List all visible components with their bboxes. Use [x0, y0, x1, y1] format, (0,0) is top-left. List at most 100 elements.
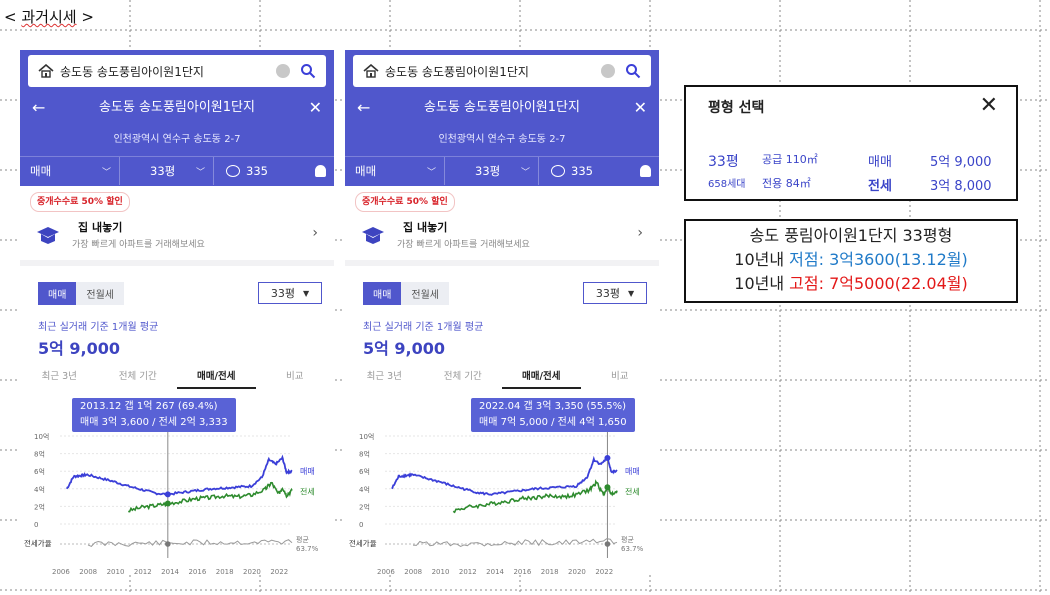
tab-sale[interactable]: 매매 [38, 282, 77, 305]
clear-icon[interactable] [601, 64, 615, 78]
x-tick-label: 2016 [513, 568, 531, 575]
search-input[interactable]: 송도동 송도풍림아이원1단지 [385, 64, 529, 79]
bell-icon [640, 165, 651, 177]
chevron-right-icon: › [637, 225, 643, 241]
size-dropdown[interactable]: 33평 ﹀ [445, 157, 539, 185]
clear-icon[interactable] [276, 64, 290, 78]
list-property-banner[interactable]: 집 내놓기 가장 빠르게 아파트를 거래해보세요 › [345, 215, 659, 255]
comment-icon [551, 165, 565, 177]
ratio-line [87, 539, 293, 548]
complex-title: 송도동 송도풍림아이원1단지 [99, 100, 255, 115]
deal-type-dropdown[interactable]: 매매 ﹀ [345, 157, 445, 185]
sale-series-label: 매매 [625, 467, 640, 476]
search-input[interactable]: 송도동 송도풍림아이원1단지 [60, 64, 204, 79]
x-tick-label: 2010 [107, 568, 125, 575]
tab-rent[interactable]: 전월세 [76, 282, 125, 305]
close-icon[interactable]: ✕ [308, 98, 322, 117]
x-tick-label: 2020 [243, 568, 261, 575]
y-tick-label: 10억 [359, 433, 374, 441]
size-select[interactable]: 33평 ▼ [258, 282, 322, 304]
chevron-down-icon: ﹀ [426, 167, 436, 178]
ratio-avg-value: 63.7% [296, 545, 319, 553]
banner-title: 집 내놓기 [403, 221, 448, 234]
y-tick-label: 10억 [34, 433, 49, 441]
tab-recent-3y[interactable]: 최근 3년 [366, 371, 402, 382]
jeonse-series-line [128, 481, 293, 513]
exclusive-area: 전용 84㎡ [762, 177, 811, 190]
average-value: 5억 9,000 [38, 339, 121, 358]
comment-icon [226, 165, 240, 177]
app-header: 송도동 송도풍림아이원1단지 ← 송도동 송도풍림아이원1단지 ✕ 인천광역시 … [345, 50, 659, 186]
tab-sale[interactable]: 매매 [363, 282, 402, 305]
price-panel-left: 송도동 송도풍림아이원1단지 ← 송도동 송도풍림아이원1단지 ✕ 인천광역시 … [20, 50, 334, 575]
sale-series-label: 매매 [300, 467, 315, 476]
period-tabs: 최근 3년 전체 기간 매매/전세 비교 [345, 368, 659, 389]
y-tick-label: 6억 [359, 468, 370, 476]
tab-rent[interactable]: 전월세 [401, 282, 450, 305]
x-tick-label: 2018 [541, 568, 559, 575]
list-property-banner[interactable]: 집 내놓기 가장 빠르게 아파트를 거래해보세요 › [20, 215, 334, 255]
deal-type-dropdown[interactable]: 매매 ﹀ [20, 157, 120, 185]
jeonse-marker-dot [604, 484, 611, 491]
ratio-marker-dot [604, 541, 611, 547]
sale-value: 5억 9,000 [930, 155, 992, 170]
bell-icon [315, 165, 326, 177]
y-tick-label: 6억 [34, 468, 45, 476]
jeonse-label: 전세 [868, 179, 892, 194]
banner-title: 집 내놓기 [78, 221, 123, 234]
x-tick-label: 2016 [188, 568, 206, 575]
notification-button[interactable] [619, 157, 659, 185]
close-icon[interactable]: ✕ [979, 93, 998, 118]
divider [20, 260, 334, 266]
close-icon[interactable]: ✕ [633, 98, 647, 117]
y-tick-label: 4억 [359, 486, 370, 494]
ratio-label: 전세가율 [349, 538, 377, 548]
x-tick-label: 2006 [377, 568, 395, 575]
x-tick-label: 2022 [595, 568, 613, 575]
price-chart: 10억 8억 6억 4억 2억 0 2006 2008 2010 2012 2014 2016 2018… [349, 430, 644, 575]
tab-recent-3y[interactable]: 최근 3년 [41, 371, 77, 382]
graduation-cap-icon [37, 227, 59, 244]
filter-bar: 매매 ﹀ 33평 ﹀ 335 [20, 156, 334, 185]
average-label: 최근 실거래 기준 1개월 평균 [38, 322, 159, 333]
chevron-down-icon: ﹀ [195, 167, 205, 178]
ratio-line [412, 538, 618, 547]
chart-tooltip: 2013.12 갭 1억 267 (69.4%) 매매 3억 3,600 / 전… [72, 398, 236, 432]
tab-compare[interactable]: 비교 [611, 371, 629, 382]
comments-button[interactable]: 335 [214, 157, 294, 185]
x-tick-label: 2022 [270, 568, 288, 575]
chevron-down-icon: ﹀ [520, 167, 530, 178]
notification-button[interactable] [294, 157, 334, 185]
y-tick-label: 0 [359, 521, 363, 529]
back-arrow-icon[interactable]: ← [32, 98, 46, 117]
tab-all-period[interactable]: 전체 기간 [118, 371, 157, 382]
tab-sale-jeonse[interactable]: 매매/전세 [502, 368, 581, 389]
size-selector-box: 평형 선택 ✕ 33평 658세대 공급 110㎡ 전용 84㎡ 매매 전세 5… [684, 85, 1018, 201]
size-select[interactable]: 33평 ▼ [583, 282, 647, 304]
tab-sale-jeonse[interactable]: 매매/전세 [177, 368, 256, 389]
trade-type-toggle: 매매 전월세 [363, 282, 450, 305]
sale-marker-dot [604, 455, 611, 461]
summary-high: 10년내 고점: 7억5000(22.04월) [734, 274, 968, 293]
search-bar[interactable]: 송도동 송도풍림아이원1단지 [353, 55, 651, 87]
size-label[interactable]: 33평 [708, 154, 739, 170]
tab-all-period[interactable]: 전체 기간 [443, 371, 482, 382]
y-tick-label: 8억 [359, 451, 370, 459]
filter-bar: 매매 ﹀ 33평 ﹀ 335 [345, 156, 659, 185]
tab-compare[interactable]: 비교 [286, 371, 304, 382]
caret-down-icon: ▼ [302, 288, 310, 298]
search-bar[interactable]: 송도동 송도풍림아이원1단지 [28, 55, 326, 87]
ratio-avg-value: 63.7% [621, 545, 644, 553]
promo-badge[interactable]: 중개수수료 50% 할인 [355, 192, 455, 212]
chart-tooltip: 2022.04 갭 3억 3,350 (55.5%) 매매 7억 5,000 /… [471, 398, 635, 432]
promo-badge[interactable]: 중개수수료 50% 할인 [30, 192, 130, 212]
size-dropdown[interactable]: 33평 ﹀ [120, 157, 214, 185]
back-arrow-icon[interactable]: ← [357, 98, 371, 117]
jeonse-marker-dot [164, 500, 171, 507]
comments-button[interactable]: 335 [539, 157, 619, 185]
search-icon[interactable] [625, 63, 641, 79]
search-icon[interactable] [300, 63, 316, 79]
y-tick-label: 0 [34, 521, 38, 529]
sale-series-line [65, 454, 293, 497]
sale-series-line [391, 454, 618, 496]
